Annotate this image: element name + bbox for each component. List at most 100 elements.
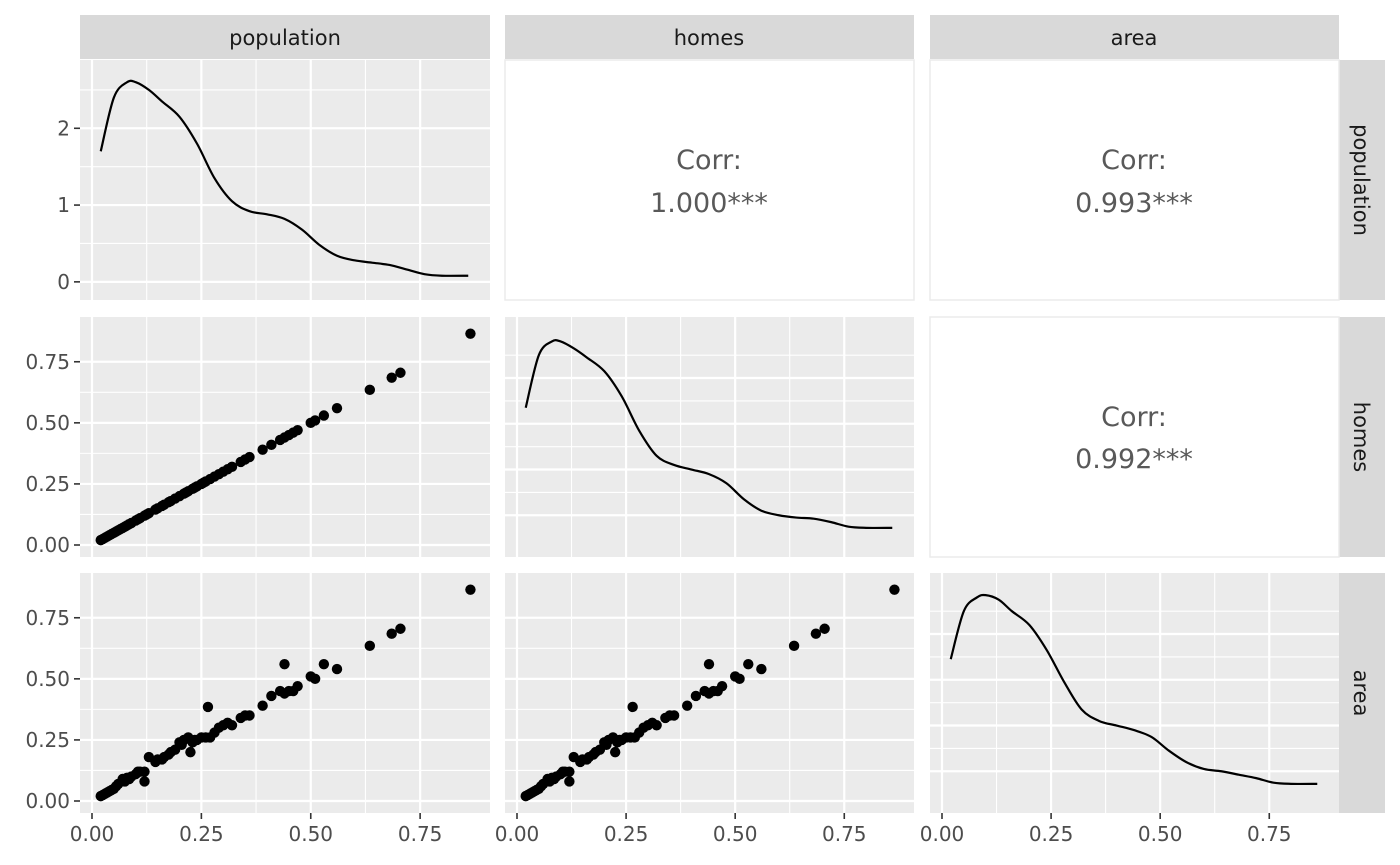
y-tick-label: 2 — [57, 116, 70, 140]
corr-panel-population-homes: Corr: 1.000*** — [504, 59, 915, 301]
scatter-point — [668, 710, 680, 721]
scatter-point — [690, 690, 702, 702]
y-tick-label: 0.75 — [25, 606, 70, 630]
scatter-point — [465, 328, 476, 339]
x-tick-label: 0.75 — [1247, 822, 1292, 846]
scatter-point — [609, 746, 621, 758]
strip-col-population-label: population — [229, 26, 341, 50]
scatter-point — [564, 766, 575, 777]
y-tick-label: 0.00 — [25, 789, 70, 813]
scatter-point — [331, 663, 343, 675]
strip-col-homes — [505, 15, 914, 59]
x-tick-label: 0.00 — [495, 822, 540, 846]
x-tick-label: 0.00 — [70, 822, 115, 846]
scatter-point — [318, 658, 330, 670]
scatter-point — [465, 584, 476, 595]
y-tick-label: 0.00 — [25, 533, 70, 557]
scatter-point — [681, 700, 693, 711]
scatter-point — [627, 701, 638, 713]
x-tick-label: 0.25 — [179, 822, 224, 846]
density-panel-area — [930, 573, 1339, 813]
scatter-point — [756, 663, 767, 675]
corr-panel-population-area: Corr: 0.993*** — [929, 59, 1340, 301]
scatter-point — [309, 415, 321, 426]
scatter-panel-homes-area — [505, 573, 914, 813]
scatter-point — [703, 658, 715, 670]
strip-row-area-label: area — [1349, 670, 1373, 717]
scatter-point — [889, 584, 900, 595]
density-panel-homes — [505, 317, 914, 557]
scatter-point — [292, 424, 303, 436]
scatter-point — [244, 710, 255, 721]
corr-value: 0.992*** — [1075, 444, 1193, 475]
y-tick-label: 1 — [57, 193, 70, 217]
strip-col-area-label: area — [1111, 26, 1158, 50]
scatter-point — [364, 384, 376, 396]
y-tick-label: 0.25 — [25, 728, 70, 752]
scatter-point — [202, 701, 214, 713]
y-tick-label: 0.25 — [25, 472, 70, 496]
scatter-point — [266, 690, 277, 702]
strip-row-population — [1339, 60, 1385, 300]
scatter-point — [257, 700, 268, 711]
density-line — [524, 339, 893, 530]
scatter-point — [395, 367, 406, 378]
x-tick-label: 0.50 — [288, 822, 333, 846]
scatter-point — [266, 439, 277, 451]
scatter-point — [257, 444, 268, 455]
corr-value: 1.000*** — [650, 188, 768, 219]
scatter-point — [810, 628, 822, 639]
x-tick-label: 0.50 — [713, 822, 758, 846]
density-line — [99, 79, 469, 277]
scatter-panel-population-homes — [80, 317, 490, 557]
strip-col-population — [80, 15, 490, 59]
scatter-point — [395, 623, 406, 634]
scatter-point — [651, 720, 662, 731]
scatter-point — [226, 461, 238, 473]
scatter-point — [139, 776, 150, 787]
scatter-point — [364, 640, 376, 652]
scatter-point — [244, 451, 255, 463]
scatter-point — [386, 628, 397, 639]
scatter-point — [819, 623, 830, 634]
x-tick-label: 0.25 — [1029, 822, 1074, 846]
scatter-point — [386, 372, 397, 383]
corr-label: Corr: — [1101, 145, 1167, 176]
x-tick-label: 0.75 — [822, 822, 867, 846]
row-strips: population homes area — [1339, 60, 1385, 813]
column-strips: population homes area — [80, 15, 1339, 59]
scatter-point — [185, 746, 196, 758]
scatter-point — [279, 658, 290, 670]
y-tick-label: 0 — [57, 270, 70, 294]
scatter-point — [139, 766, 150, 777]
scatter-point — [309, 673, 321, 685]
strip-col-homes-label: homes — [674, 26, 744, 50]
scatter-point — [743, 658, 754, 670]
scatter-point — [788, 640, 800, 652]
corr-panel-homes-area: Corr: 0.992*** — [929, 316, 1340, 558]
scatter-point — [318, 410, 330, 421]
scatter-point — [331, 402, 343, 414]
y-tick-label: 0.50 — [25, 667, 70, 691]
scatter-point — [564, 776, 575, 787]
scatter-point — [292, 680, 303, 692]
scatter-point — [734, 673, 745, 685]
density-line — [949, 593, 1318, 786]
y-tick-label: 0.50 — [25, 411, 70, 435]
scatter-point — [226, 720, 238, 731]
corr-value: 0.993*** — [1075, 188, 1193, 219]
x-tick-label: 0.75 — [398, 822, 443, 846]
scatter-point — [716, 680, 728, 692]
y-tick-label: 0.75 — [25, 350, 70, 374]
strip-row-population-label: population — [1349, 124, 1373, 236]
x-tick-label: 0.25 — [604, 822, 649, 846]
strip-row-homes-label: homes — [1349, 402, 1373, 472]
strip-row-homes — [1339, 317, 1385, 557]
corr-label: Corr: — [676, 145, 742, 176]
scatter-panel-population-area — [80, 573, 490, 813]
strip-row-area — [1339, 573, 1385, 813]
x-tick-label: 0.50 — [1138, 822, 1183, 846]
density-panel-population — [80, 60, 490, 300]
